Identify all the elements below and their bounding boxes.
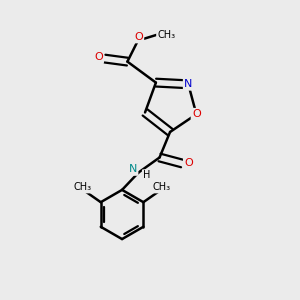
Text: CH₃: CH₃ xyxy=(157,30,176,40)
Text: N: N xyxy=(184,79,193,89)
Text: O: O xyxy=(94,52,103,62)
Text: O: O xyxy=(134,32,143,42)
Text: CH₃: CH₃ xyxy=(74,182,92,192)
Text: O: O xyxy=(184,158,193,169)
Text: N: N xyxy=(129,164,137,175)
Text: H: H xyxy=(143,170,150,181)
Text: O: O xyxy=(192,109,201,119)
Text: CH₃: CH₃ xyxy=(152,182,170,192)
